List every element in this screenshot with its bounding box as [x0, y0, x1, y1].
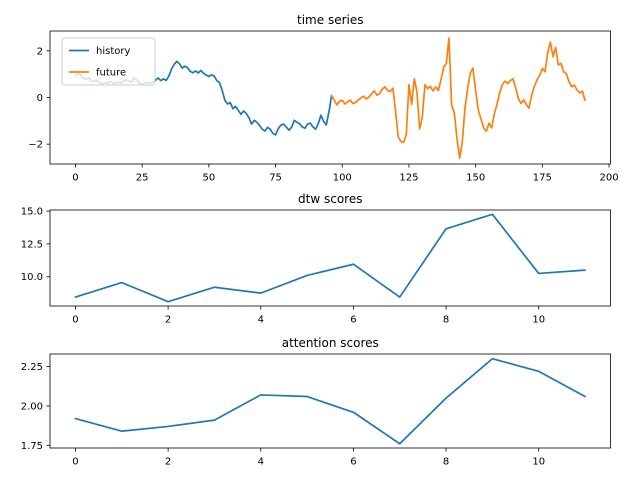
y-tick-label: 10.0 — [21, 272, 43, 283]
x-tick-label: 4 — [258, 457, 264, 468]
x-tick-label: 10 — [532, 457, 545, 468]
subplot-title: dtw scores — [298, 192, 362, 206]
x-tick-label: 150 — [466, 173, 485, 184]
series-line-attention — [74, 357, 586, 445]
axes-spines — [49, 353, 611, 449]
x-tick-label: 75 — [269, 173, 282, 184]
x-tick-label: 2 — [165, 457, 171, 468]
legend: history future — [61, 37, 156, 86]
subplot-title: time series — [297, 13, 363, 27]
x-tick-label: 2 — [165, 315, 171, 326]
y-tick-label: 2.25 — [21, 362, 43, 373]
x-tick-label: 125 — [399, 173, 418, 184]
x-tick-label: 0 — [72, 173, 78, 184]
legend-label: future — [96, 68, 126, 79]
y-tick-label: 2 — [37, 46, 43, 57]
x-tick-label: 8 — [443, 315, 449, 326]
y-tick-label: 12.5 — [21, 239, 43, 250]
x-tick-label: 4 — [258, 315, 264, 326]
x-tick-label: 0 — [72, 457, 78, 468]
x-tick-label: 8 — [443, 457, 449, 468]
series-line-future — [330, 37, 586, 160]
y-tick-label: −2 — [28, 140, 43, 151]
subplot-2: 0 2 4 6 8 10 10.0 12.5 15.0 dtw scores — [21, 192, 611, 326]
axes-spines — [49, 209, 611, 307]
x-tick-label: 0 — [72, 315, 78, 326]
x-tick-label: 6 — [350, 315, 356, 326]
y-tick-label: 1.75 — [21, 441, 43, 452]
x-tick-label: 200 — [599, 173, 618, 184]
y-tick-label: 0 — [37, 93, 43, 104]
y-tick-label: 15.0 — [21, 207, 43, 218]
legend-label: history — [96, 46, 130, 57]
subplot-title: attention scores — [282, 336, 379, 350]
x-tick-label: 50 — [202, 173, 215, 184]
subplot-3: 0 2 4 6 8 10 1.75 2.00 2.25 attention scores — [21, 336, 611, 468]
x-tick-label: 10 — [532, 315, 545, 326]
x-tick-label: 6 — [350, 457, 356, 468]
x-tick-label: 175 — [533, 173, 552, 184]
x-tick-label: 100 — [333, 173, 352, 184]
subplot-1: 0 25 50 75 100 125 150 175 200 −2 0 2 time series his… — [28, 13, 618, 184]
y-tick-label: 2.00 — [21, 401, 43, 412]
x-tick-label: 25 — [136, 173, 149, 184]
series-line-dtw — [74, 213, 586, 303]
